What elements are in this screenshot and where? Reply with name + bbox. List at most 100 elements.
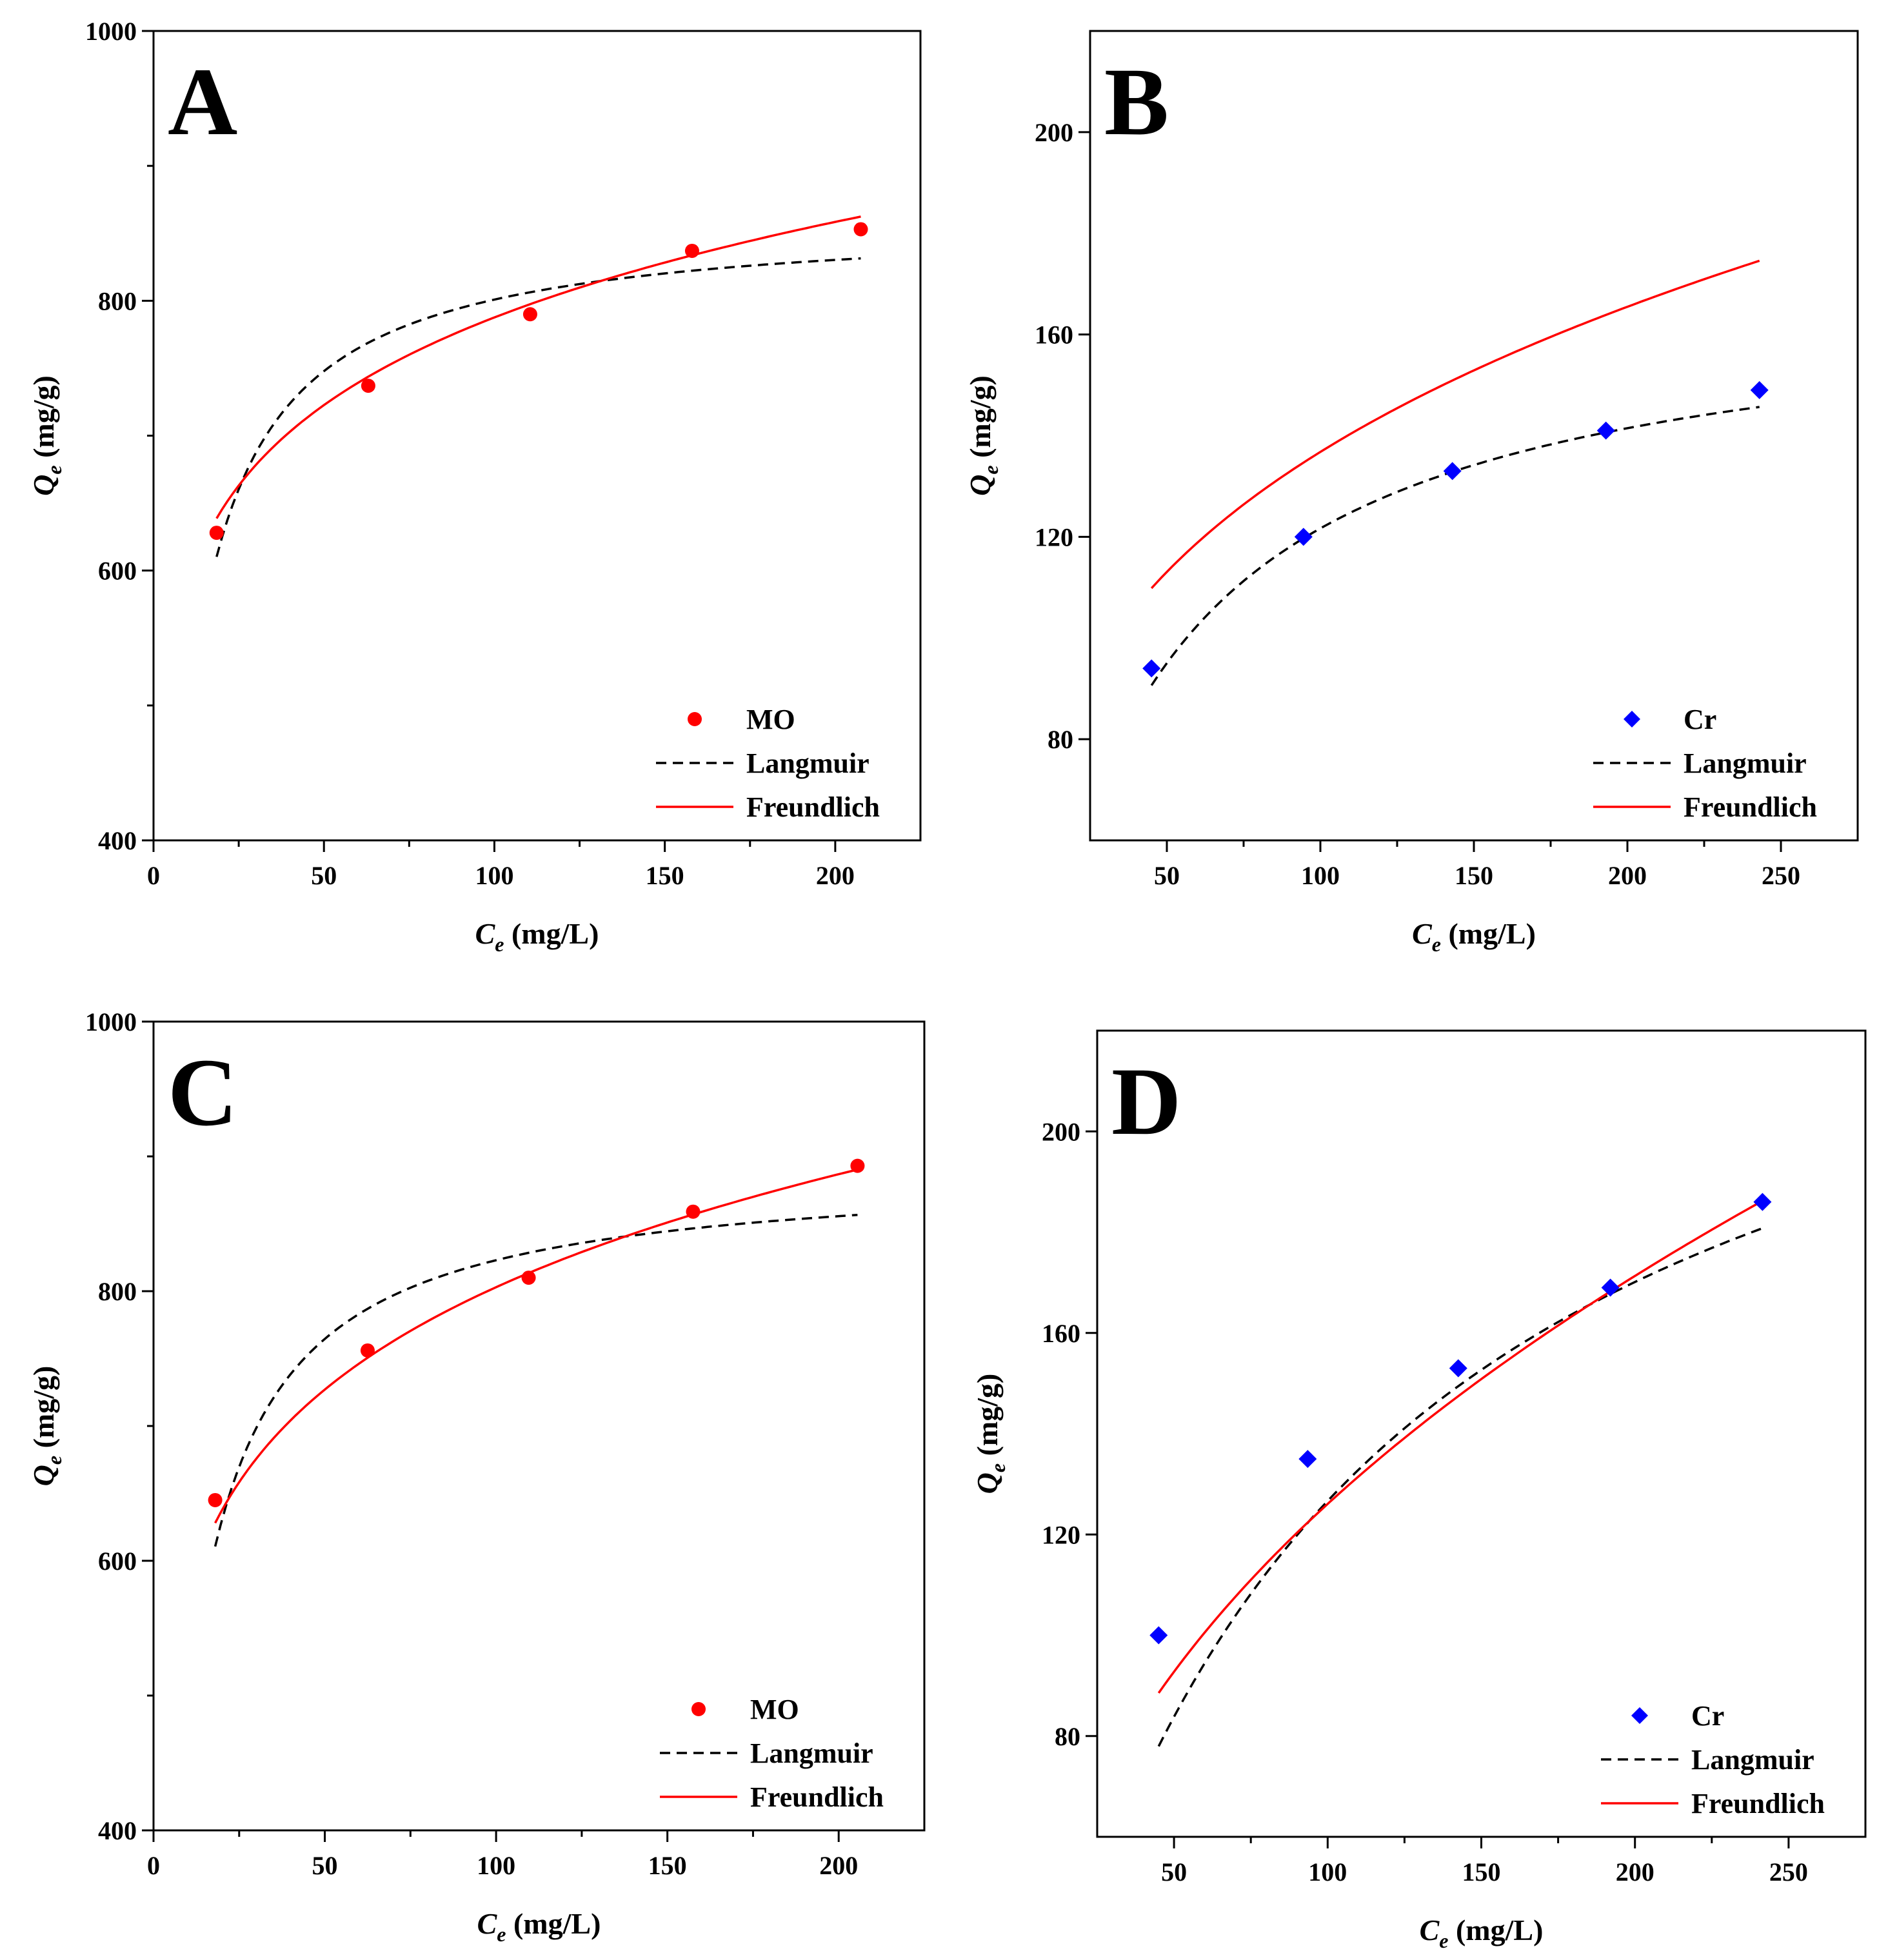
data-point xyxy=(1596,421,1615,440)
legend-label: Cr xyxy=(1691,1700,1724,1732)
x-tick-label: 100 xyxy=(1301,861,1340,890)
panel-c: 0 50 100 150 200 400 600 800 1000 Ce (mg/L) Qe (mg… xyxy=(27,1007,926,1946)
data-point xyxy=(360,1343,375,1358)
panel-a: 0 50 100 150 200 400 600 800 1000 Ce (mg/L) Qe (mg… xyxy=(27,17,922,956)
langmuir-fit-curve xyxy=(1150,406,1760,686)
legend-marker xyxy=(1624,711,1640,728)
x-tick-label: 250 xyxy=(1762,861,1800,890)
legend-label: MO xyxy=(746,704,795,735)
y-axis-title: Qe (mg/g) xyxy=(27,375,66,496)
legend-label: Freundlich xyxy=(746,791,880,823)
data-point xyxy=(850,1158,865,1173)
legend-marker xyxy=(1631,1707,1648,1724)
legend-label: Freundlich xyxy=(1684,791,1817,823)
y-axis-title: Qe (mg/g) xyxy=(964,375,1002,496)
y-tick-label: 120 xyxy=(1042,1520,1080,1549)
freundlich-fit-curve xyxy=(215,215,861,519)
freundlich-fit-curve xyxy=(1157,1200,1764,1694)
x-axis-title: Ce (mg/L) xyxy=(475,917,599,956)
x-tick-label: 250 xyxy=(1769,1857,1808,1886)
legend-label: Langmuir xyxy=(750,1737,873,1769)
x-axis-title: Ce (mg/L) xyxy=(477,1907,601,1946)
x-tick-label: 50 xyxy=(1154,861,1180,890)
y-tick-label: 800 xyxy=(98,286,137,315)
data-point xyxy=(686,1204,701,1219)
x-tick-label: 100 xyxy=(477,1851,515,1880)
y-tick-label: 200 xyxy=(1042,1117,1080,1146)
x-tick-label: 0 xyxy=(147,1851,160,1880)
data-point xyxy=(1750,381,1769,399)
x-axis-title: Ce (mg/L) xyxy=(1420,1914,1544,1952)
data-point xyxy=(1753,1193,1772,1211)
y-tick-label: 400 xyxy=(98,826,137,855)
langmuir-fit-curve xyxy=(214,1214,858,1547)
plot-frame xyxy=(152,30,922,842)
panel-label: D xyxy=(1111,1048,1181,1155)
x-tick-label: 50 xyxy=(1161,1857,1187,1886)
legend-marker xyxy=(688,712,702,726)
x-tick-label: 200 xyxy=(1608,861,1647,890)
plot-frame xyxy=(1089,30,1859,842)
y-tick-label: 800 xyxy=(98,1277,137,1306)
y-tick-label: 1000 xyxy=(85,1007,137,1036)
y-tick-label: 1000 xyxy=(85,17,137,46)
panel-d: 50 100 150 200 250 80 120 160 200 Ce (mg/L) Qe (mg… xyxy=(971,1029,1867,1952)
y-tick-label: 200 xyxy=(1035,118,1073,147)
panel-b: 50 100 150 200 250 80 120 160 200 Ce (mg/L) Qe (mg… xyxy=(964,30,1859,956)
data-point xyxy=(361,379,375,393)
y-tick-label: 160 xyxy=(1042,1319,1080,1348)
legend-label: Cr xyxy=(1684,704,1716,735)
legend-label: Langmuir xyxy=(746,747,869,779)
y-tick-label: 80 xyxy=(1048,725,1073,754)
data-point xyxy=(1449,1359,1467,1378)
x-axis-title: Ce (mg/L) xyxy=(1412,917,1536,956)
panel-label: C xyxy=(168,1039,237,1146)
legend-label: Freundlich xyxy=(750,1781,884,1813)
x-tick-label: 0 xyxy=(147,861,160,890)
legend-label: Langmuir xyxy=(1684,747,1807,779)
data-point xyxy=(684,243,699,258)
data-point xyxy=(1142,659,1161,678)
y-tick-label: 80 xyxy=(1055,1722,1080,1751)
x-tick-label: 150 xyxy=(648,1851,687,1880)
x-tick-label: 150 xyxy=(1455,861,1493,890)
x-tick-label: 150 xyxy=(1462,1857,1501,1886)
x-tick-label: 100 xyxy=(1308,1857,1347,1886)
y-tick-label: 400 xyxy=(98,1816,137,1845)
y-tick-label: 120 xyxy=(1035,522,1073,551)
x-tick-label: 50 xyxy=(311,861,337,890)
x-tick-label: 50 xyxy=(312,1851,338,1880)
plot-frame xyxy=(1096,1029,1867,1838)
data-point xyxy=(522,307,537,322)
data-point xyxy=(1298,1450,1317,1469)
x-tick-label: 200 xyxy=(819,1851,858,1880)
panel-label: B xyxy=(1104,48,1169,155)
y-axis-title: Qe (mg/g) xyxy=(27,1366,66,1487)
x-tick-label: 200 xyxy=(816,861,855,890)
legend-label: Langmuir xyxy=(1691,1744,1814,1776)
legend-marker xyxy=(691,1702,706,1716)
y-tick-label: 160 xyxy=(1035,321,1073,350)
y-tick-label: 600 xyxy=(98,557,137,586)
x-tick-label: 200 xyxy=(1616,1857,1654,1886)
freundlich-fit-curve xyxy=(214,1168,858,1524)
y-tick-label: 600 xyxy=(98,1547,137,1576)
langmuir-fit-curve xyxy=(1157,1227,1764,1747)
data-point xyxy=(208,1492,223,1507)
data-point xyxy=(1294,528,1313,546)
freundlich-fit-curve xyxy=(1150,259,1760,589)
legend-label: MO xyxy=(750,1694,799,1725)
legend-label: Freundlich xyxy=(1691,1788,1825,1819)
panel-label: A xyxy=(168,48,237,155)
x-tick-label: 150 xyxy=(646,861,684,890)
data-point xyxy=(1443,462,1462,480)
plot-frame xyxy=(152,1020,926,1832)
data-point xyxy=(521,1271,536,1285)
data-point xyxy=(209,526,224,540)
langmuir-fit-curve xyxy=(215,257,861,557)
x-tick-label: 100 xyxy=(475,861,513,890)
y-axis-title: Qe (mg/g) xyxy=(971,1374,1009,1494)
data-point xyxy=(1149,1626,1168,1645)
data-point xyxy=(853,222,868,237)
